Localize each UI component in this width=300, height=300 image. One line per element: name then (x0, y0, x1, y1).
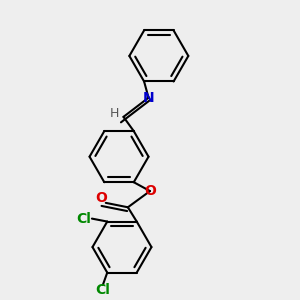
Text: O: O (95, 191, 107, 206)
Text: N: N (143, 91, 154, 105)
Text: Cl: Cl (95, 283, 110, 297)
Text: O: O (144, 184, 156, 198)
Text: Cl: Cl (76, 212, 91, 226)
Text: H: H (110, 107, 119, 120)
